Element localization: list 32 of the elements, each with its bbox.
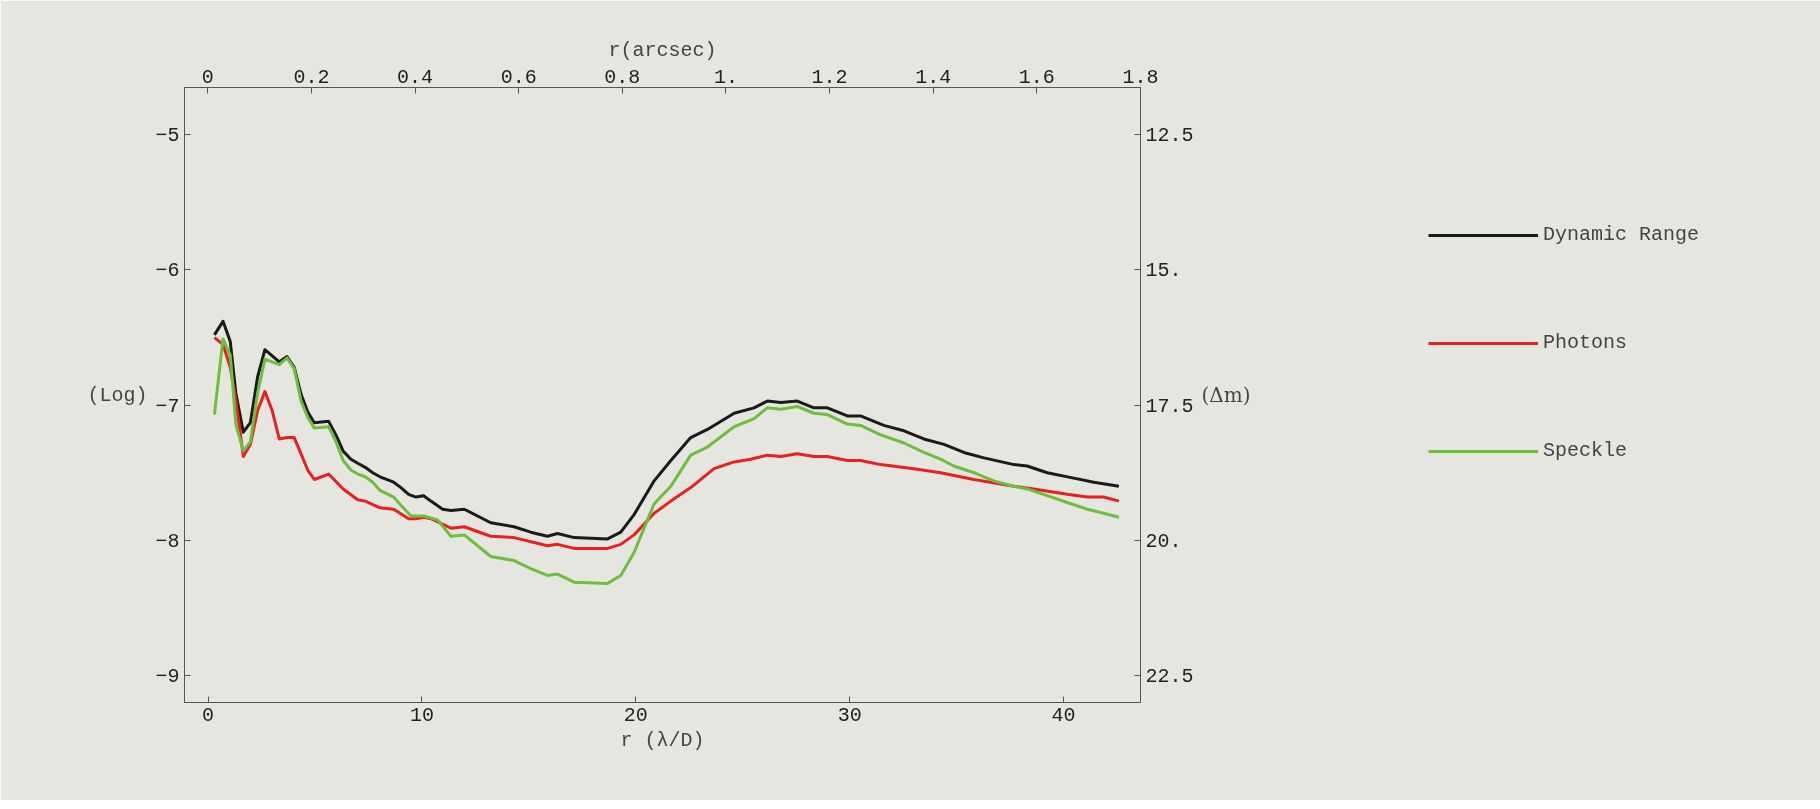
x-tick-label: 30 [837,703,862,727]
x-tick-label: 0 [202,703,215,727]
x-tick-label: 20 [623,703,648,727]
y-tick-label: −6 [155,259,180,283]
x2-tick-label: 0.2 [293,65,330,89]
text: Photons [1542,331,1627,354]
x2-tick-label: 1.8 [1122,65,1159,89]
x2-tick-label: 1.6 [1018,65,1055,89]
x2-tick-label: 0.6 [500,65,537,89]
x-tick-label: 10 [409,703,434,727]
y-tick-label: −5 [155,124,180,148]
x-tick-label: 40 [1051,703,1076,727]
text: Speckle [1542,439,1627,462]
y-tick-label: −8 [155,529,180,553]
y2-tick-label: 15. [1145,259,1182,283]
y2-tick-label: 20. [1145,529,1182,553]
y2-tick-label: 17.5 [1145,394,1194,418]
y2-tick-label: 22.5 [1145,664,1194,688]
x2-tick-label: 0.8 [604,65,641,89]
y-axis-title: (Log) [87,383,148,407]
x2-axis-title: r(arcsec) [608,38,717,62]
y2-tick-label: 12.5 [1145,124,1194,148]
x-axis-title: r (λ/D) [620,728,705,752]
y-tick-label: −9 [155,664,180,688]
x2-tick-label: 1.4 [915,65,952,89]
x2-tick-label: 0 [201,65,214,89]
x2-tick-label: 1. [713,65,738,89]
y-tick-label: −7 [155,394,180,418]
x2-tick-label: 1.2 [811,65,848,89]
y2-axis-title: (Δm) [1201,383,1251,407]
x2-tick-label: 0.4 [397,65,434,89]
text: Dynamic Range [1542,223,1700,246]
